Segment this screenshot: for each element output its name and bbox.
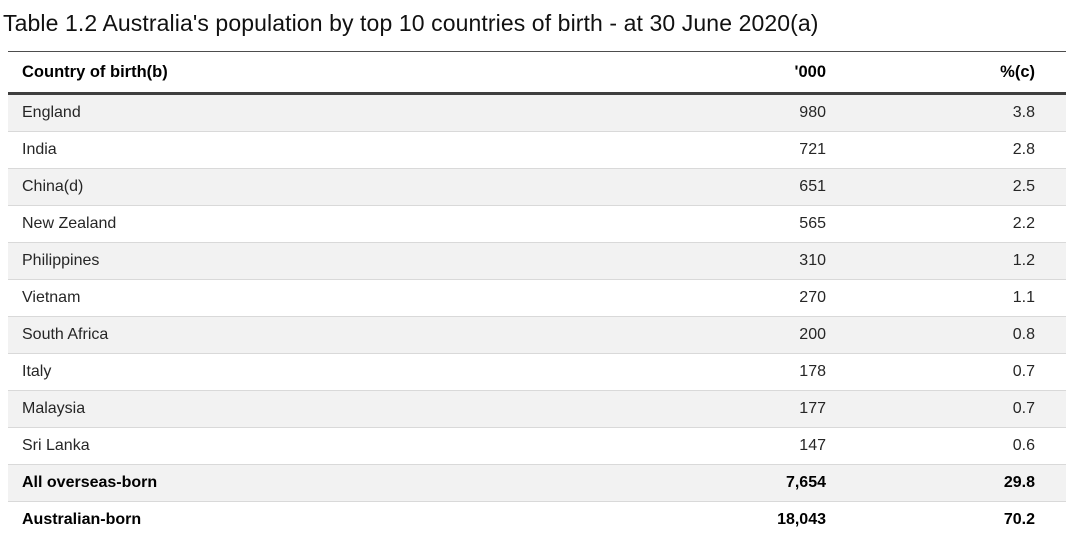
thousands-cell: 565 <box>566 205 856 243</box>
percent-cell: 2.5 <box>856 168 1066 206</box>
country-cell: England <box>22 104 81 121</box>
table-row: New Zealand 565 2.2 <box>8 205 1066 243</box>
country-cell: Italy <box>8 353 566 391</box>
table-row-total-overseas: All overseas-born 7,654 29.8 <box>8 464 1066 502</box>
percent-cell: 2.2 <box>856 205 1066 243</box>
thousands-cell: 721 <box>566 131 856 169</box>
percent-cell: 0.8 <box>856 316 1066 354</box>
table-row: Malaysia 177 0.7 <box>8 390 1066 428</box>
table-row: Vietnam 270 1.1 <box>8 279 1066 317</box>
thousands-cell: 177 <box>566 390 856 428</box>
percent-cell: 1.1 <box>856 279 1066 317</box>
header-country-of-birth: Country of birth(b) <box>8 51 566 95</box>
table-title: Table 1.2 Australia's population by top … <box>3 10 819 36</box>
header-percent: %(c) <box>856 51 1066 95</box>
percent-cell: 0.7 <box>856 353 1066 391</box>
header-row: Country of birth(b) '000 %(c) <box>8 51 1066 95</box>
thousands-cell: 651 <box>566 168 856 206</box>
percent-cell: 29.8 <box>856 464 1066 502</box>
population-table: Country of birth(b) '000 %(c) England 98… <box>8 51 1066 537</box>
thousands-cell: 7,654 <box>566 464 856 502</box>
thousands-cell: 980 <box>799 104 826 121</box>
country-cell: Malaysia <box>8 390 566 428</box>
country-cell: China(d) <box>8 168 566 206</box>
table-row: South Africa 200 0.8 <box>8 316 1066 354</box>
table-row: Italy 178 0.7 <box>8 353 1066 391</box>
country-cell: New Zealand <box>8 205 566 243</box>
country-cell: Australian-born <box>8 501 566 537</box>
table-row: Sri Lanka 147 0.6 <box>8 427 1066 465</box>
country-cell: India <box>8 131 566 169</box>
country-cell: South Africa <box>8 316 566 354</box>
table-row: China(d) 651 2.5 <box>8 168 1066 206</box>
thousands-cell: 18,043 <box>566 501 856 537</box>
percent-cell: 70.2 <box>856 501 1066 537</box>
thousands-cell: 178 <box>566 353 856 391</box>
country-cell: Philippines <box>8 242 566 280</box>
percent-cell: 0.7 <box>856 390 1066 428</box>
country-cell: All overseas-born <box>8 464 566 502</box>
header-thousands: '000 <box>566 51 856 95</box>
table-row: India 721 2.8 <box>8 131 1066 169</box>
thousands-cell: 270 <box>566 279 856 317</box>
percent-cell: 3.8 <box>1012 104 1035 121</box>
thousands-cell: 147 <box>566 427 856 465</box>
percent-cell: 2.8 <box>856 131 1066 169</box>
table-row: England 980 3.8 <box>8 93 1066 132</box>
thousands-cell: 310 <box>566 242 856 280</box>
country-cell: Sri Lanka <box>8 427 566 465</box>
percent-cell: 1.2 <box>856 242 1066 280</box>
country-cell: Vietnam <box>8 279 566 317</box>
table-row-australian-born: Australian-born 18,043 70.2 <box>8 501 1066 537</box>
percent-cell: 0.6 <box>856 427 1066 465</box>
thousands-cell: 200 <box>566 316 856 354</box>
table-row: Philippines 310 1.2 <box>8 242 1066 280</box>
